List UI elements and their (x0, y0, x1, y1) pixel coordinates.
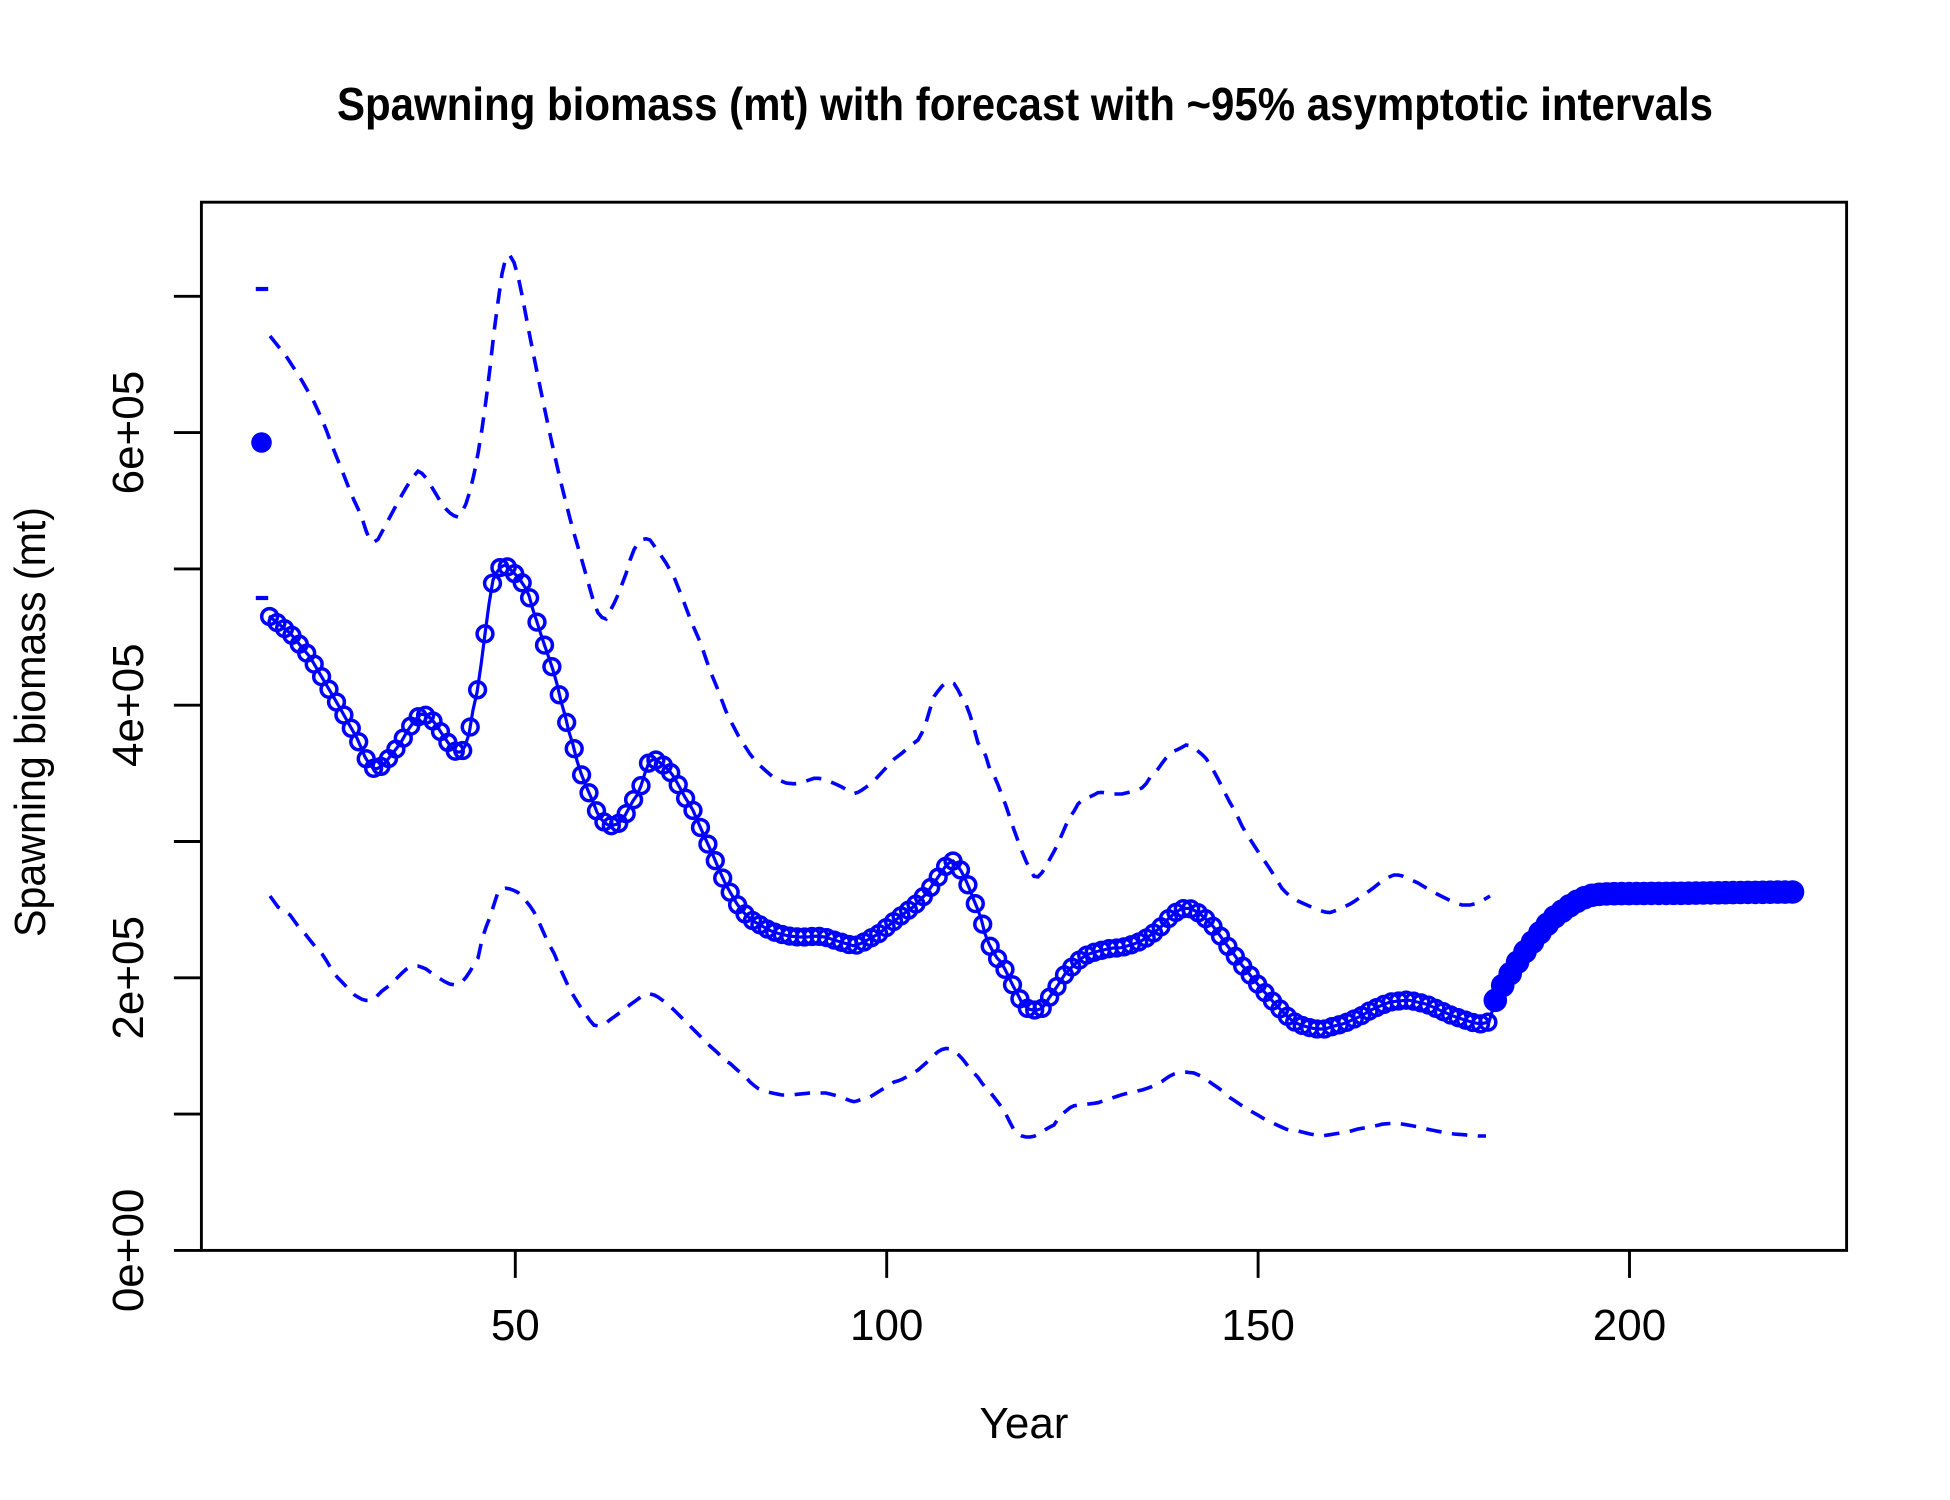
svg-text:200: 200 (1593, 1301, 1666, 1350)
svg-text:150: 150 (1221, 1301, 1294, 1350)
svg-text:Year: Year (980, 1399, 1069, 1448)
svg-text:100: 100 (850, 1301, 923, 1350)
svg-text:50: 50 (491, 1301, 540, 1350)
svg-text:Spawning biomass (mt) with for: Spawning biomass (mt) with forecast with… (337, 78, 1713, 130)
svg-text:0e+00: 0e+00 (104, 1189, 153, 1313)
svg-text:Spawning biomass (mt): Spawning biomass (mt) (6, 507, 55, 937)
svg-text:4e+05: 4e+05 (104, 643, 153, 767)
svg-text:2e+05: 2e+05 (104, 916, 153, 1040)
svg-text:6e+05: 6e+05 (104, 371, 153, 495)
